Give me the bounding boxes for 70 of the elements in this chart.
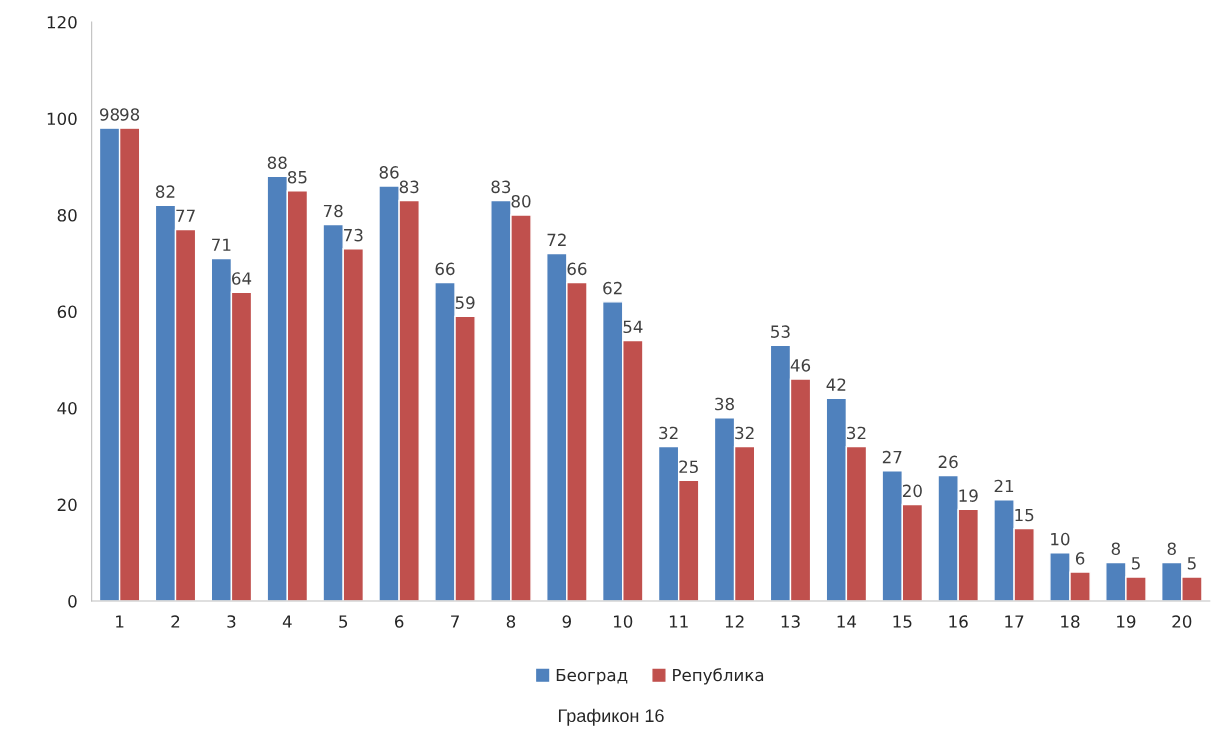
data-label: 21	[994, 479, 1014, 493]
data-label: 32	[659, 426, 678, 440]
data-label: 88	[267, 156, 287, 170]
data-label: 10	[1051, 532, 1070, 546]
data-label: 80	[511, 195, 531, 208]
x-tick-label: 8	[506, 615, 516, 628]
data-label: 6	[1075, 552, 1085, 565]
x-tick-label: 9	[562, 615, 571, 628]
data-label: 46	[790, 359, 811, 372]
data-label: 64	[232, 272, 252, 285]
data-label: 78	[323, 204, 343, 218]
data-label: 32	[847, 426, 866, 440]
data-label: 59	[455, 296, 475, 309]
legend-label: Република	[673, 668, 764, 685]
data-label: 86	[379, 166, 399, 179]
y-tick-label: 100	[47, 112, 77, 126]
data-label: 5	[1187, 557, 1196, 570]
data-label: 26	[938, 455, 958, 469]
x-tick-label: 17	[1005, 615, 1024, 628]
data-label: 15	[1015, 508, 1034, 522]
y-tick-label: 20	[57, 498, 77, 512]
data-label: 72	[547, 233, 566, 246]
text: Графикон 16	[558, 708, 664, 726]
x-tick-label: 14	[837, 615, 857, 628]
data-label: 32	[735, 426, 754, 440]
x-tick-label: 16	[949, 615, 968, 628]
data-label: 8	[1167, 542, 1176, 556]
x-tick-label: 11	[669, 615, 688, 628]
data-label: 19	[959, 489, 978, 502]
data-label: 83	[399, 180, 419, 194]
data-label: 27	[882, 450, 902, 464]
y-tick-label: 0	[68, 595, 77, 608]
data-label: 20	[902, 484, 922, 498]
data-label: 66	[567, 262, 587, 276]
data-label: 62	[603, 281, 622, 295]
data-label: 82	[155, 185, 175, 198]
data-label: 8	[1111, 542, 1121, 556]
x-tick-label: 15	[893, 615, 912, 628]
data-label: 98	[120, 108, 140, 121]
y-tick-label: 80	[57, 208, 77, 222]
x-tick-label: 1	[116, 615, 124, 628]
data-label: 25	[679, 460, 698, 474]
data-label: 54	[623, 320, 643, 334]
legend-label: Београд	[556, 668, 628, 685]
data-label: 98	[99, 108, 119, 121]
x-tick-label: 13	[781, 615, 800, 628]
x-tick-label: 3	[227, 615, 236, 628]
x-tick-label: 19	[1117, 615, 1136, 628]
data-label: 66	[435, 262, 455, 276]
data-label: 73	[344, 228, 363, 242]
data-label: 42	[826, 378, 846, 391]
x-tick-label: 20	[1172, 615, 1192, 628]
x-tick-label: 18	[1061, 615, 1080, 628]
x-tick-label: 4	[282, 615, 292, 628]
x-tick-label: 5	[339, 615, 348, 628]
data-label: 38	[715, 397, 734, 411]
y-tick-label: 120	[47, 15, 77, 29]
data-label: 83	[491, 180, 511, 194]
x-tick-label: 10	[613, 615, 633, 628]
y-tick-label: 60	[57, 305, 77, 319]
x-tick-label: 12	[725, 615, 744, 628]
data-label: 77	[176, 209, 195, 222]
data-label: 5	[1131, 557, 1140, 570]
x-tick-label: 2	[171, 615, 180, 628]
data-label: 71	[212, 238, 231, 251]
x-tick-label: 7	[451, 615, 459, 628]
x-tick-label: 6	[395, 615, 404, 628]
y-tick-label: 40	[57, 402, 77, 415]
data-label: 53	[771, 325, 790, 338]
data-label: 85	[287, 170, 307, 184]
